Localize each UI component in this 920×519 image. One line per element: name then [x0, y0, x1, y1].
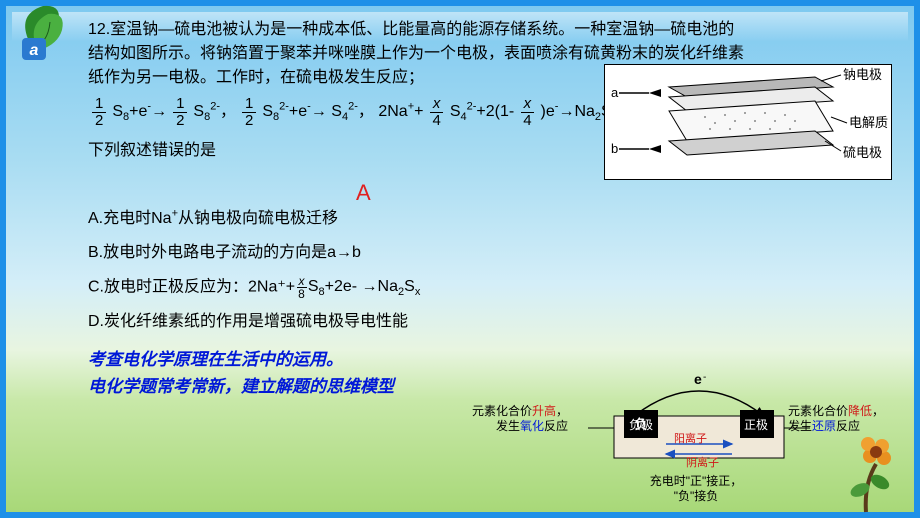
svg-text:正极: 正极 — [744, 418, 768, 432]
svg-text:e: e — [694, 374, 702, 387]
label-s: 硫电极 — [843, 145, 882, 160]
schematic-diagram: e- 负 负 负极 正极 阳离子 阴离子 — [574, 374, 824, 494]
label-a: a — [611, 85, 619, 100]
options-list: A.充电时Na+从钠电极向硫电极迁移 B.放电时外电路电子流动的方向是a→b C… — [88, 207, 896, 334]
svg-text:a: a — [30, 42, 39, 59]
slide-frame: a 12.室温钠—硫电池被认为是一种成本低、比能量高的能源存储系统。一种室温钠—… — [0, 0, 920, 518]
schematic-left-label: 元素化合价升高， 发生氧化反应 — [438, 404, 568, 434]
option-a: A.充电时Na+从钠电极向硫电极迁移 — [88, 207, 896, 231]
svg-text:-: - — [703, 374, 706, 383]
option-b: B.放电时外电路电子流动的方向是a→b — [88, 241, 896, 265]
label-na: 钠电极 — [843, 67, 882, 82]
question-number: 12. — [88, 21, 110, 38]
label-b: b — [611, 141, 618, 156]
option-c: C.放电时正极反应为：2Na⁺+x8S8+2e- →Na2Sx — [88, 275, 896, 300]
svg-text:阴离子: 阴离子 — [686, 455, 719, 469]
answer-mark: A — [356, 180, 371, 206]
option-d: D.炭化纤维素纸的作用是增强硫电极导电性能 — [88, 310, 896, 334]
svg-text:负极: 负极 — [629, 418, 653, 432]
label-electrolyte: 电解质 — [849, 115, 888, 130]
svg-text:阳离子: 阳离子 — [674, 431, 707, 445]
leaf-decoration: a — [18, 4, 88, 64]
flower-decoration — [836, 434, 906, 514]
battery-figure: a b 钠电极 电解质 硫电极 — [604, 64, 892, 180]
